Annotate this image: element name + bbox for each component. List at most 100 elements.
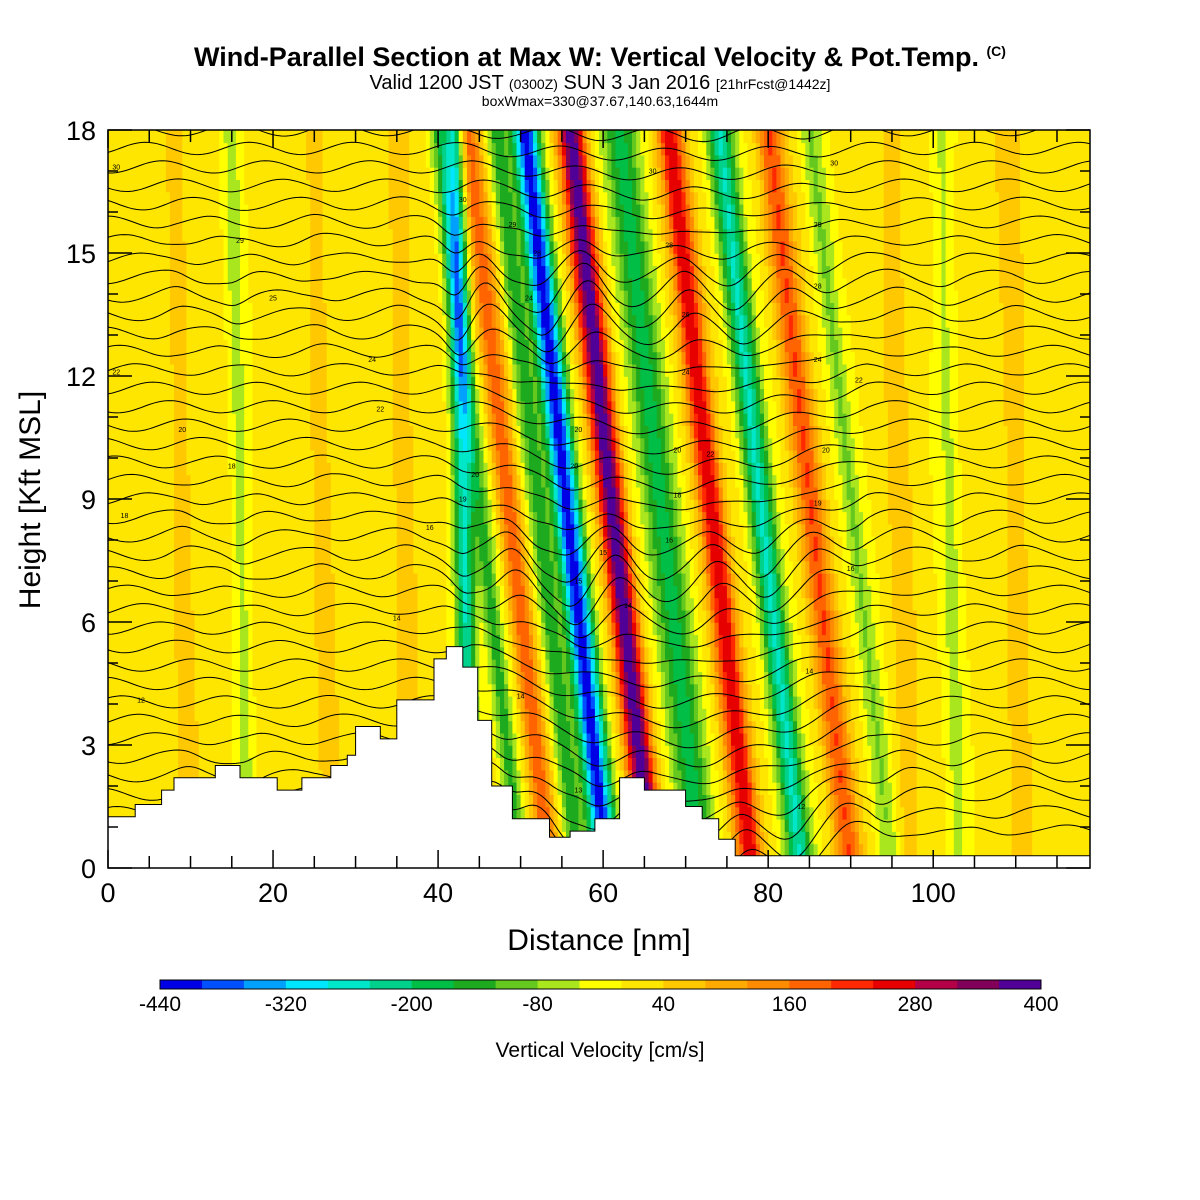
velocity-cell xyxy=(1007,658,1013,672)
velocity-cell xyxy=(710,708,716,722)
velocity-cell xyxy=(722,806,728,820)
velocity-cell xyxy=(607,671,613,685)
velocity-cell xyxy=(858,843,864,857)
velocity-cell xyxy=(792,745,798,759)
velocity-cell xyxy=(809,646,815,660)
velocity-cell xyxy=(933,757,939,771)
velocity-cell xyxy=(735,769,741,783)
velocity-cell xyxy=(132,622,138,636)
velocity-cell xyxy=(623,658,629,672)
velocity-cell xyxy=(561,695,567,709)
velocity-cell xyxy=(1028,695,1033,709)
velocity-cell xyxy=(273,695,278,709)
velocity-cell xyxy=(995,732,1000,746)
velocity-cell xyxy=(978,769,984,783)
velocity-cell xyxy=(136,646,142,660)
velocity-cell xyxy=(215,622,221,636)
velocity-cell xyxy=(673,732,679,746)
velocity-cell xyxy=(739,646,745,660)
velocity-cell xyxy=(132,781,138,795)
velocity-cell xyxy=(999,695,1005,709)
velocity-cell xyxy=(673,708,679,722)
velocity-cell xyxy=(867,683,873,697)
velocity-cell xyxy=(970,609,976,623)
velocity-cell xyxy=(1052,695,1058,709)
velocity-cell xyxy=(574,757,580,771)
velocity-cell xyxy=(780,695,786,709)
velocity-cell xyxy=(153,720,159,734)
velocity-cell xyxy=(714,794,720,808)
velocity-cell xyxy=(537,720,542,734)
velocity-cell xyxy=(553,695,559,709)
velocity-cell xyxy=(644,769,650,783)
velocity-cell xyxy=(297,708,303,722)
velocity-cell xyxy=(759,794,765,808)
velocity-cell xyxy=(871,781,877,795)
velocity-cell xyxy=(681,634,687,648)
velocity-cell xyxy=(834,769,840,783)
velocity-cell xyxy=(1069,695,1075,709)
velocity-cell xyxy=(636,671,641,685)
velocity-cell xyxy=(941,671,947,685)
velocity-cell xyxy=(285,695,291,709)
velocity-cell xyxy=(380,720,386,734)
velocity-cell xyxy=(813,708,819,722)
velocity-cell xyxy=(301,720,307,734)
velocity-cell xyxy=(929,757,934,771)
velocity-cell xyxy=(900,646,906,660)
velocity-cell xyxy=(384,646,390,660)
velocity-cell xyxy=(1057,843,1062,857)
velocity-cell xyxy=(751,745,757,759)
velocity-cell xyxy=(974,818,980,832)
velocity-cell xyxy=(351,695,357,709)
velocity-cell xyxy=(693,634,699,648)
velocity-cell xyxy=(1028,646,1033,660)
velocity-cell xyxy=(1019,769,1025,783)
velocity-cell xyxy=(1061,646,1066,660)
velocity-cell xyxy=(900,695,906,709)
velocity-cell xyxy=(636,732,641,746)
velocity-cell xyxy=(318,683,324,697)
velocity-cell xyxy=(132,646,138,660)
velocity-cell xyxy=(933,634,939,648)
velocity-cell xyxy=(817,683,823,697)
velocity-cell xyxy=(533,732,538,746)
velocity-cell xyxy=(1015,769,1021,783)
velocity-cell xyxy=(739,683,745,697)
velocity-cell xyxy=(764,781,769,795)
velocity-cell xyxy=(867,695,873,709)
velocity-cell xyxy=(594,708,600,722)
velocity-cell xyxy=(623,671,629,685)
velocity-cell xyxy=(735,671,741,685)
velocity-cell xyxy=(289,634,295,648)
velocity-cell xyxy=(549,794,555,808)
velocity-cell xyxy=(520,646,526,660)
velocity-cell xyxy=(541,732,547,746)
velocity-cell xyxy=(384,609,390,623)
velocity-cell xyxy=(561,818,567,832)
velocity-cell xyxy=(821,658,827,672)
velocity-cell xyxy=(825,634,831,648)
velocity-cell xyxy=(372,609,377,623)
velocity-cell xyxy=(545,757,551,771)
velocity-cell xyxy=(619,683,625,697)
velocity-cell xyxy=(974,831,980,845)
velocity-cell xyxy=(722,732,728,746)
velocity-cell xyxy=(776,683,782,697)
velocity-cell xyxy=(706,671,712,685)
velocity-cell xyxy=(958,683,963,697)
velocity-cell xyxy=(986,831,992,845)
velocity-cell xyxy=(784,708,790,722)
velocity-cell xyxy=(256,732,262,746)
velocity-cell xyxy=(817,794,823,808)
velocity-cell xyxy=(425,646,431,660)
velocity-cell xyxy=(533,769,538,783)
velocity-cell xyxy=(883,843,889,857)
velocity-cell xyxy=(883,683,889,697)
velocity-cell xyxy=(1061,683,1066,697)
velocity-cell xyxy=(850,745,856,759)
velocity-cell xyxy=(1040,843,1046,857)
velocity-cell xyxy=(949,831,955,845)
velocity-cell xyxy=(1036,720,1042,734)
velocity-cell xyxy=(1077,634,1083,648)
